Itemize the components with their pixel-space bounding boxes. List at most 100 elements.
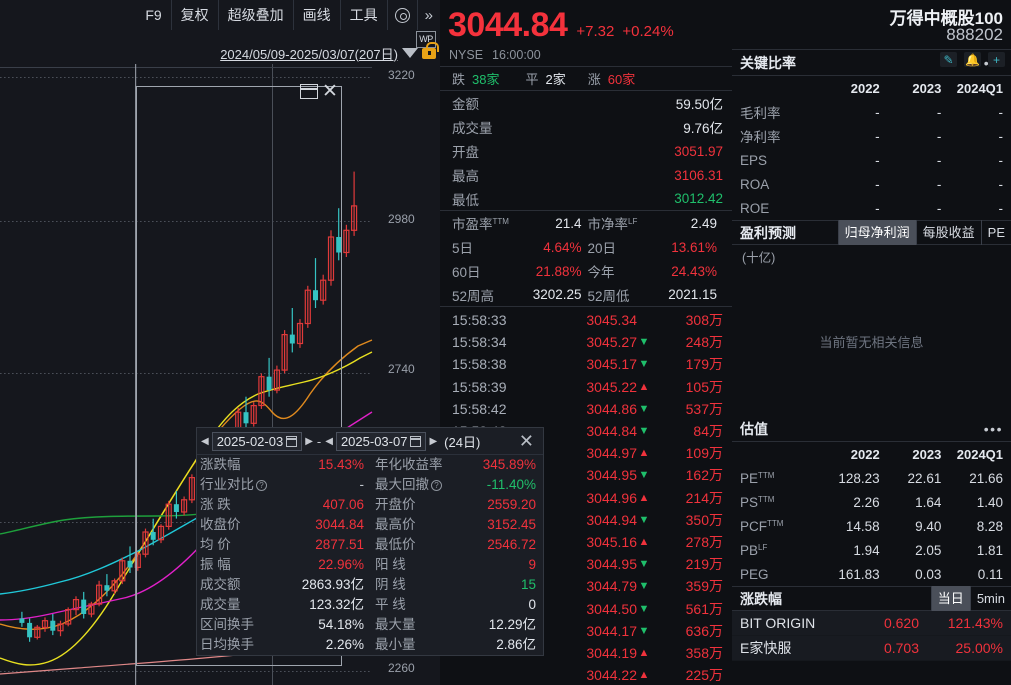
bell-icon[interactable]: 🔔 (964, 52, 981, 67)
tick-row[interactable]: 3044.17 ▼ 636万 (440, 620, 732, 642)
stat-label: 区间换手 (200, 617, 254, 632)
candle-body (127, 560, 133, 568)
tick-row[interactable]: 3044.96 ▲ 214万 (440, 487, 732, 509)
quote-pair-value: 24.43% (671, 263, 717, 279)
chevron-down-icon[interactable] (402, 48, 418, 58)
price-change-percent: +0.24% (622, 23, 674, 40)
stat-value: 22.96% (318, 557, 364, 572)
pencil-icon[interactable]: ✎ (940, 52, 957, 67)
arrow-down-icon: ▼ (638, 425, 650, 438)
candle-body (119, 560, 126, 582)
chart-date-range[interactable]: 2024/05/09-2025/03/07(207日) (220, 46, 398, 62)
stat-value: 3044.84 (315, 517, 364, 532)
quote-pair-cell: 52周低 2021.15 (588, 285, 724, 305)
quote-pair-value: 21.4 (555, 215, 582, 231)
candle-body (41, 620, 49, 629)
toolbar-item-superimpose[interactable]: 超级叠加 (217, 0, 293, 30)
tab-net-profit[interactable]: 归母净利润 (837, 220, 916, 245)
tab-5min[interactable]: 5min (969, 586, 1011, 611)
tick-row[interactable]: 3044.22 ▲ 225万 (440, 664, 732, 685)
valuation-year: 2024Q1 (956, 446, 1004, 462)
toolbar-item-tools[interactable]: 工具 (339, 0, 387, 30)
tick-row[interactable]: 15:58:38 3045.17 ▼ 179万 (440, 353, 732, 375)
tick-row[interactable]: 3044.94 ▼ 350万 (440, 509, 732, 531)
stat-value: 15.43% (318, 457, 364, 472)
tab-eps[interactable]: 每股收益 (915, 220, 981, 245)
tick-volume: 350万 (685, 511, 723, 528)
metric-superscript: TTM (767, 518, 784, 528)
toolbar-item-f9[interactable]: F9 (145, 7, 162, 23)
tick-volume: 179万 (685, 356, 723, 373)
close-icon[interactable]: ✕ (518, 430, 534, 451)
tick-row[interactable]: 3044.95 ▼ 219万 (440, 553, 732, 575)
tick-row[interactable]: 15:58:34 3045.27 ▼ 248万 (440, 331, 732, 353)
start-date-value: 2025-02-03 (216, 433, 284, 449)
candle-wick (253, 402, 255, 427)
more-toolbar-button[interactable]: » (416, 0, 440, 30)
candle-body (327, 236, 335, 281)
tick-price: 3044.95 (586, 467, 637, 484)
settings-button[interactable] (386, 0, 417, 30)
candle-wick (59, 620, 62, 637)
candle-body (343, 229, 350, 254)
close-icon[interactable]: ✕ (322, 81, 338, 102)
mover-change-percent: 25.00% (955, 640, 1003, 656)
quote-pair-cell: 60日 21.88% (452, 261, 588, 281)
tick-row[interactable]: 3044.50 ▼ 561万 (440, 597, 732, 619)
quote-pair-cell: 市盈率TTM 21.4 (452, 213, 588, 233)
quote-ratio-list: 市盈率TTM 21.4 市净率LF 2.49 5日 4.64% 20日 13.61% 60日 21… (440, 211, 732, 307)
toolbar-item-fuquan[interactable]: 复权 (170, 0, 218, 30)
breadth-down-label: 跌 (452, 72, 466, 87)
tab-pe[interactable]: PE (980, 220, 1011, 245)
key-ratios-year-header: 2022 2023 2024Q1 (732, 76, 1011, 100)
candle-body (313, 290, 318, 301)
tick-price: 3044.22 (586, 667, 637, 684)
lock-icon[interactable] (422, 41, 439, 59)
metric-value: - (998, 176, 1004, 192)
tick-row[interactable]: 3045.16 ▲ 278万 (440, 531, 732, 553)
candle-body (336, 237, 342, 253)
candle-body (95, 584, 103, 605)
next-start-date-arrow[interactable]: ▶ (305, 435, 313, 447)
quote-pair-row: 60日 21.88% 今年 24.43% (440, 259, 732, 283)
quote-pair-cell: 市净率LF 2.49 (588, 213, 724, 233)
tick-row[interactable]: 15:58:42 3044.86 ▼ 537万 (440, 398, 732, 420)
help-icon[interactable]: ? (256, 480, 267, 491)
candle-wick (129, 546, 131, 573)
chart-toolbar: F9 复权 超级叠加 画线 工具 » (136, 0, 440, 30)
tick-row[interactable]: 3044.19 ▲ 358万 (440, 642, 732, 664)
time-and-sales-list[interactable]: 15:58:33 3045.34 308万 15:58:34 3045.27 ▼ 248万 1… (440, 309, 732, 685)
valuation-year-header: 2022 2023 2024Q1 (732, 442, 1011, 466)
next-end-date-arrow[interactable]: ▶ (429, 435, 438, 447)
stat-value: 2546.72 (487, 537, 536, 552)
quote-pair-cell: 今年 24.43% (588, 261, 724, 281)
metric-superscript: LF (758, 542, 768, 552)
tick-row[interactable]: 15:58:39 3045.22 ▲ 105万 (440, 376, 732, 398)
quote-row: 最高 3106.31 (440, 163, 732, 187)
toolbar-item-drawline[interactable]: 画线 (292, 0, 340, 30)
mover-row[interactable]: E家快服 0.703 25.00% (732, 636, 1011, 661)
metric-label: PETTM (740, 470, 775, 486)
quote-pair-row: 市盈率TTM 21.4 市净率LF 2.49 (440, 211, 732, 235)
instrument-name: 万得中概股100 (889, 9, 1003, 28)
restore-icon[interactable] (300, 84, 318, 99)
plus-icon[interactable]: + (988, 52, 1005, 67)
prev-start-date-arrow[interactable]: ◀ (201, 435, 209, 447)
prev-end-date-arrow[interactable]: ◀ (325, 435, 333, 447)
tick-price: 3044.94 (586, 511, 637, 528)
more-icon[interactable]: ••• (983, 420, 1003, 437)
tick-volume: 109万 (685, 445, 723, 462)
start-date-field[interactable]: 2025-02-03 (211, 431, 303, 451)
tab-today[interactable]: 当日 (930, 586, 970, 611)
end-date-field[interactable]: 2025-03-07 (335, 431, 427, 451)
candle-wick (106, 574, 108, 597)
help-icon[interactable]: ? (431, 480, 442, 491)
tick-price: 3044.17 (586, 622, 637, 639)
tick-row[interactable]: 3044.79 ▼ 359万 (440, 575, 732, 597)
quote-pair-cell: 20日 13.61% (588, 237, 724, 257)
tick-volume: 219万 (685, 556, 723, 573)
tick-row[interactable]: 15:58:33 3045.34 308万 (440, 309, 732, 331)
tick-time: 15:58:42 (452, 400, 507, 417)
tick-time: 15:58:34 (452, 334, 507, 351)
mover-row[interactable]: BIT ORIGIN 0.620 121.43% (732, 611, 1011, 636)
